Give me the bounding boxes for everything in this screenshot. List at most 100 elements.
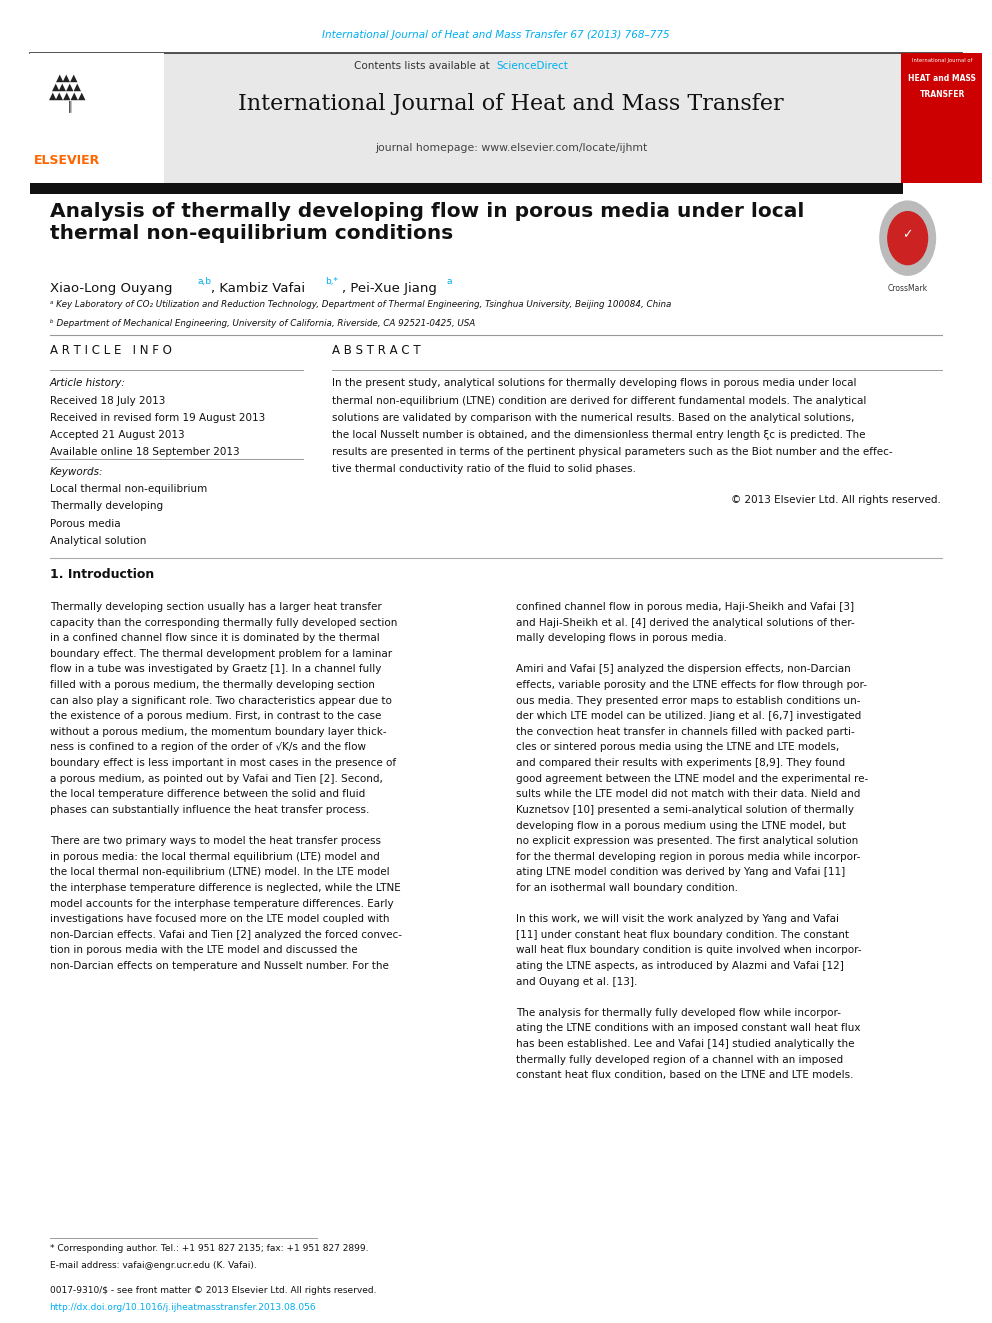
Text: ness is confined to a region of the order of √K/s and the flow: ness is confined to a region of the orde…	[50, 742, 366, 753]
Text: Xiao-Long Ouyang: Xiao-Long Ouyang	[50, 282, 172, 295]
Text: http://dx.doi.org/10.1016/j.ijheatmasstransfer.2013.08.056: http://dx.doi.org/10.1016/j.ijheatmasstr…	[50, 1303, 316, 1312]
Text: flow in a tube was investigated by Graetz [1]. In a channel fully: flow in a tube was investigated by Graet…	[50, 664, 381, 675]
Text: ScienceDirect: ScienceDirect	[496, 61, 567, 71]
Text: International Journal of Heat and Mass Transfer: International Journal of Heat and Mass T…	[238, 93, 784, 115]
Text: Received 18 July 2013: Received 18 July 2013	[50, 396, 165, 406]
Text: a,b: a,b	[197, 277, 211, 286]
FancyBboxPatch shape	[30, 183, 903, 194]
Text: © 2013 Elsevier Ltd. All rights reserved.: © 2013 Elsevier Ltd. All rights reserved…	[730, 495, 940, 505]
Text: wall heat flux boundary condition is quite involved when incorpor-: wall heat flux boundary condition is qui…	[516, 946, 861, 955]
Text: , Pei-Xue Jiang: , Pei-Xue Jiang	[342, 282, 437, 295]
Circle shape	[888, 212, 928, 265]
Text: 0017-9310/$ - see front matter © 2013 Elsevier Ltd. All rights reserved.: 0017-9310/$ - see front matter © 2013 El…	[50, 1286, 376, 1295]
Text: [11] under constant heat flux boundary condition. The constant: [11] under constant heat flux boundary c…	[516, 930, 849, 939]
Text: the local thermal non-equilibrium (LTNE) model. In the LTE model: the local thermal non-equilibrium (LTNE)…	[50, 868, 389, 877]
Text: In the present study, analytical solutions for thermally developing flows in por: In the present study, analytical solutio…	[332, 378, 857, 389]
Text: no explicit expression was presented. The first analytical solution: no explicit expression was presented. Th…	[516, 836, 858, 847]
Text: ating LTNE model condition was derived by Yang and Vafai [11]: ating LTNE model condition was derived b…	[516, 868, 845, 877]
Circle shape	[880, 201, 935, 275]
Text: mally developing flows in porous media.: mally developing flows in porous media.	[516, 634, 727, 643]
Text: phases can substantially influence the heat transfer process.: phases can substantially influence the h…	[50, 804, 369, 815]
Text: ELSEVIER: ELSEVIER	[35, 153, 100, 167]
Text: a porous medium, as pointed out by Vafai and Tien [2]. Second,: a porous medium, as pointed out by Vafai…	[50, 774, 383, 783]
Text: and compared their results with experiments [8,9]. They found: and compared their results with experime…	[516, 758, 845, 769]
Text: effects, variable porosity and the LTNE effects for flow through por-: effects, variable porosity and the LTNE …	[516, 680, 867, 691]
Text: and Ouyang et al. [13].: and Ouyang et al. [13].	[516, 976, 637, 987]
Text: for an isothermal wall boundary condition.: for an isothermal wall boundary conditio…	[516, 882, 738, 893]
Text: The analysis for thermally fully developed flow while incorpor-: The analysis for thermally fully develop…	[516, 1008, 841, 1017]
Text: boundary effect. The thermal development problem for a laminar: boundary effect. The thermal development…	[50, 648, 392, 659]
Text: Kuznetsov [10] presented a semi-analytical solution of thermally: Kuznetsov [10] presented a semi-analytic…	[516, 804, 854, 815]
Text: investigations have focused more on the LTE model coupled with: investigations have focused more on the …	[50, 914, 389, 925]
Text: filled with a porous medium, the thermally developing section: filled with a porous medium, the thermal…	[50, 680, 374, 691]
Text: Local thermal non-equilibrium: Local thermal non-equilibrium	[50, 484, 207, 495]
Text: A B S T R A C T: A B S T R A C T	[332, 344, 421, 357]
FancyBboxPatch shape	[30, 53, 164, 183]
Text: the convection heat transfer in channels filled with packed parti-: the convection heat transfer in channels…	[516, 726, 854, 737]
Text: A R T I C L E   I N F O: A R T I C L E I N F O	[50, 344, 172, 357]
Text: non-Darcian effects. Vafai and Tien [2] analyzed the forced convec-: non-Darcian effects. Vafai and Tien [2] …	[50, 930, 402, 939]
Text: for the thermal developing region in porous media while incorpor-: for the thermal developing region in por…	[516, 852, 860, 861]
Text: solutions are validated by comparison with the numerical results. Based on the a: solutions are validated by comparison wi…	[332, 413, 855, 423]
Text: constant heat flux condition, based on the LTNE and LTE models.: constant heat flux condition, based on t…	[516, 1070, 853, 1081]
Text: the existence of a porous medium. First, in contrast to the case: the existence of a porous medium. First,…	[50, 712, 381, 721]
Text: * Corresponding author. Tel.: +1 951 827 2135; fax: +1 951 827 2899.: * Corresponding author. Tel.: +1 951 827…	[50, 1244, 368, 1253]
Text: Keywords:: Keywords:	[50, 467, 103, 478]
Text: boundary effect is less important in most cases in the presence of: boundary effect is less important in mos…	[50, 758, 396, 769]
Text: confined channel flow in porous media, Haji-Sheikh and Vafai [3]: confined channel flow in porous media, H…	[516, 602, 854, 613]
Text: Accepted 21 August 2013: Accepted 21 August 2013	[50, 430, 185, 441]
Text: International Journal of: International Journal of	[913, 58, 972, 64]
Text: good agreement between the LTNE model and the experimental re-: good agreement between the LTNE model an…	[516, 774, 868, 783]
Text: capacity than the corresponding thermally fully developed section: capacity than the corresponding thermall…	[50, 618, 397, 627]
Text: sults while the LTE model did not match with their data. Nield and: sults while the LTE model did not match …	[516, 790, 860, 799]
Text: tive thermal conductivity ratio of the fluid to solid phases.: tive thermal conductivity ratio of the f…	[332, 464, 636, 475]
Text: in porous media: the local thermal equilibrium (LTE) model and: in porous media: the local thermal equil…	[50, 852, 379, 861]
Text: ▲▲▲
▲▲▲▲
▲▲▲▲▲
  ║: ▲▲▲ ▲▲▲▲ ▲▲▲▲▲ ║	[49, 73, 86, 112]
Text: der which LTE model can be utilized. Jiang et al. [6,7] investigated: der which LTE model can be utilized. Jia…	[516, 712, 861, 721]
Text: in a confined channel flow since it is dominated by the thermal: in a confined channel flow since it is d…	[50, 634, 379, 643]
Text: ᵃ Key Laboratory of CO₂ Utilization and Reduction Technology, Department of Ther: ᵃ Key Laboratory of CO₂ Utilization and …	[50, 300, 671, 310]
Text: without a porous medium, the momentum boundary layer thick-: without a porous medium, the momentum bo…	[50, 726, 386, 737]
Text: CrossMark: CrossMark	[888, 284, 928, 294]
FancyBboxPatch shape	[30, 53, 903, 183]
Text: ✓: ✓	[903, 228, 913, 241]
Text: Article history:: Article history:	[50, 378, 125, 389]
Text: developing flow in a porous medium using the LTNE model, but: developing flow in a porous medium using…	[516, 820, 846, 831]
Text: can also play a significant role. Two characteristics appear due to: can also play a significant role. Two ch…	[50, 696, 392, 705]
Text: 1. Introduction: 1. Introduction	[50, 568, 154, 581]
Text: the local Nusselt number is obtained, and the dimensionless thermal entry length: the local Nusselt number is obtained, an…	[332, 430, 866, 441]
Text: a: a	[446, 277, 452, 286]
Text: non-Darcian effects on temperature and Nusselt number. For the: non-Darcian effects on temperature and N…	[50, 960, 389, 971]
Text: , Kambiz Vafai: , Kambiz Vafai	[211, 282, 306, 295]
Text: Available online 18 September 2013: Available online 18 September 2013	[50, 447, 239, 458]
FancyBboxPatch shape	[901, 53, 982, 183]
Text: HEAT and MASS: HEAT and MASS	[909, 74, 976, 83]
Text: ᵇ Department of Mechanical Engineering, University of California, Riverside, CA : ᵇ Department of Mechanical Engineering, …	[50, 319, 475, 328]
Text: International Journal of Heat and Mass Transfer 67 (2013) 768–775: International Journal of Heat and Mass T…	[322, 30, 670, 41]
Text: the local temperature difference between the solid and fluid: the local temperature difference between…	[50, 790, 365, 799]
Text: ating the LTNE aspects, as introduced by Alazmi and Vafai [12]: ating the LTNE aspects, as introduced by…	[516, 960, 844, 971]
Text: the interphase temperature difference is neglected, while the LTNE: the interphase temperature difference is…	[50, 882, 401, 893]
Text: Contents lists available at: Contents lists available at	[354, 61, 493, 71]
Text: E-mail address: vafai@engr.ucr.edu (K. Vafai).: E-mail address: vafai@engr.ucr.edu (K. V…	[50, 1261, 256, 1270]
Text: Amiri and Vafai [5] analyzed the dispersion effects, non-Darcian: Amiri and Vafai [5] analyzed the dispers…	[516, 664, 850, 675]
Text: Analytical solution: Analytical solution	[50, 536, 146, 546]
Text: There are two primary ways to model the heat transfer process: There are two primary ways to model the …	[50, 836, 381, 847]
Text: ating the LTNE conditions with an imposed constant wall heat flux: ating the LTNE conditions with an impose…	[516, 1024, 860, 1033]
Text: thermally fully developed region of a channel with an imposed: thermally fully developed region of a ch…	[516, 1054, 843, 1065]
Text: In this work, we will visit the work analyzed by Yang and Vafai: In this work, we will visit the work ana…	[516, 914, 839, 925]
Text: tion in porous media with the LTE model and discussed the: tion in porous media with the LTE model …	[50, 946, 357, 955]
Text: Thermally developing: Thermally developing	[50, 501, 163, 512]
Text: cles or sintered porous media using the LTNE and LTE models,: cles or sintered porous media using the …	[516, 742, 839, 753]
Text: and Haji-Sheikh et al. [4] derived the analytical solutions of ther-: and Haji-Sheikh et al. [4] derived the a…	[516, 618, 854, 627]
Text: thermal non-equilibrium (LTNE) condition are derived for different fundamental m: thermal non-equilibrium (LTNE) condition…	[332, 396, 867, 406]
Text: journal homepage: www.elsevier.com/locate/ijhmt: journal homepage: www.elsevier.com/locat…	[375, 143, 647, 153]
Text: b,*: b,*	[325, 277, 338, 286]
Text: results are presented in terms of the pertinent physical parameters such as the : results are presented in terms of the pe…	[332, 447, 893, 458]
Text: Analysis of thermally developing flow in porous media under local
thermal non-eq: Analysis of thermally developing flow in…	[50, 202, 804, 243]
Text: model accounts for the interphase temperature differences. Early: model accounts for the interphase temper…	[50, 898, 393, 909]
Text: Received in revised form 19 August 2013: Received in revised form 19 August 2013	[50, 413, 265, 423]
Text: Thermally developing section usually has a larger heat transfer: Thermally developing section usually has…	[50, 602, 381, 613]
Text: Porous media: Porous media	[50, 519, 120, 529]
Text: ous media. They presented error maps to establish conditions un-: ous media. They presented error maps to …	[516, 696, 860, 705]
